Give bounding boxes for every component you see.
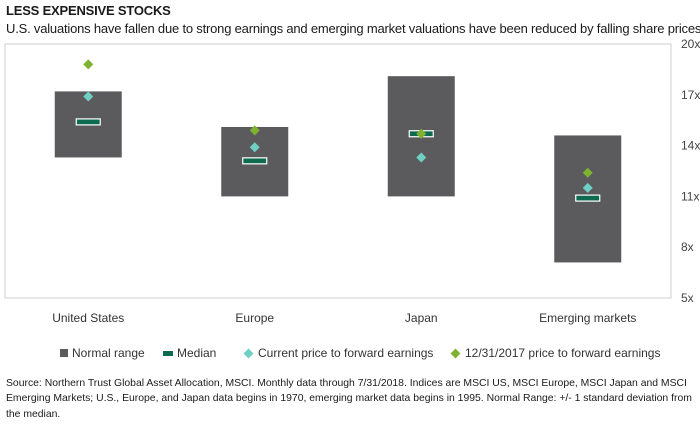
chart-legend: Normal range Median Current price to for… — [0, 346, 700, 364]
dec2017-pe-marker — [83, 59, 94, 70]
category-label: Emerging markets — [539, 311, 636, 325]
chart-area: 5x 8x 11x 14x 17x 20x United States Europe Japan… — [4, 37, 700, 325]
y-tick-label: 17x — [681, 88, 700, 102]
legend-label-dec2017: 12/31/2017 price to forward earnings — [465, 346, 661, 360]
legend-item-dec2017: 12/31/2017 price to forward earnings — [450, 346, 660, 360]
legend-swatch-current — [243, 348, 254, 358]
category-label: United States — [52, 311, 124, 325]
current-pe-marker — [416, 152, 427, 163]
legend-item-normal-range: Normal range — [60, 346, 145, 360]
legend-label-current: Current price to forward earnings — [258, 346, 434, 360]
legend-swatch-median — [163, 350, 173, 356]
y-tick-label: 11x — [681, 189, 699, 203]
legend-label-median: Median — [177, 346, 217, 360]
current-pe-marker — [582, 182, 593, 193]
dec2017-pe-marker — [416, 128, 427, 139]
dec2017-pe-marker — [582, 167, 593, 178]
current-pe-marker — [249, 142, 260, 153]
category-label: Europe — [235, 311, 274, 325]
chart-title: LESS EXPENSIVE STOCKS — [6, 3, 171, 18]
dec2017-pe-marker — [249, 125, 260, 136]
y-tick-label: 20x — [681, 37, 700, 51]
source-note: Source: Northern Trust Global Asset Allo… — [6, 378, 692, 420]
y-tick-label: 14x — [681, 139, 700, 153]
y-tick-label: 5x — [681, 291, 694, 305]
legend-label-normal-range: Normal range — [72, 346, 145, 360]
legend-item-median: Median — [163, 346, 216, 360]
chart-subtitle: U.S. valuations have fallen due to stron… — [6, 21, 700, 36]
current-pe-marker — [83, 91, 94, 102]
plot-frame — [4, 43, 672, 299]
category-label: Japan — [405, 311, 438, 325]
median-marker — [75, 118, 101, 126]
median-marker — [242, 157, 268, 165]
legend-swatch-dec2017 — [450, 348, 461, 358]
legend-item-current: Current price to forward earnings — [243, 346, 433, 360]
y-tick-label: 8x — [681, 240, 694, 254]
legend-swatch-normal-range — [60, 349, 68, 357]
median-marker — [575, 194, 601, 202]
